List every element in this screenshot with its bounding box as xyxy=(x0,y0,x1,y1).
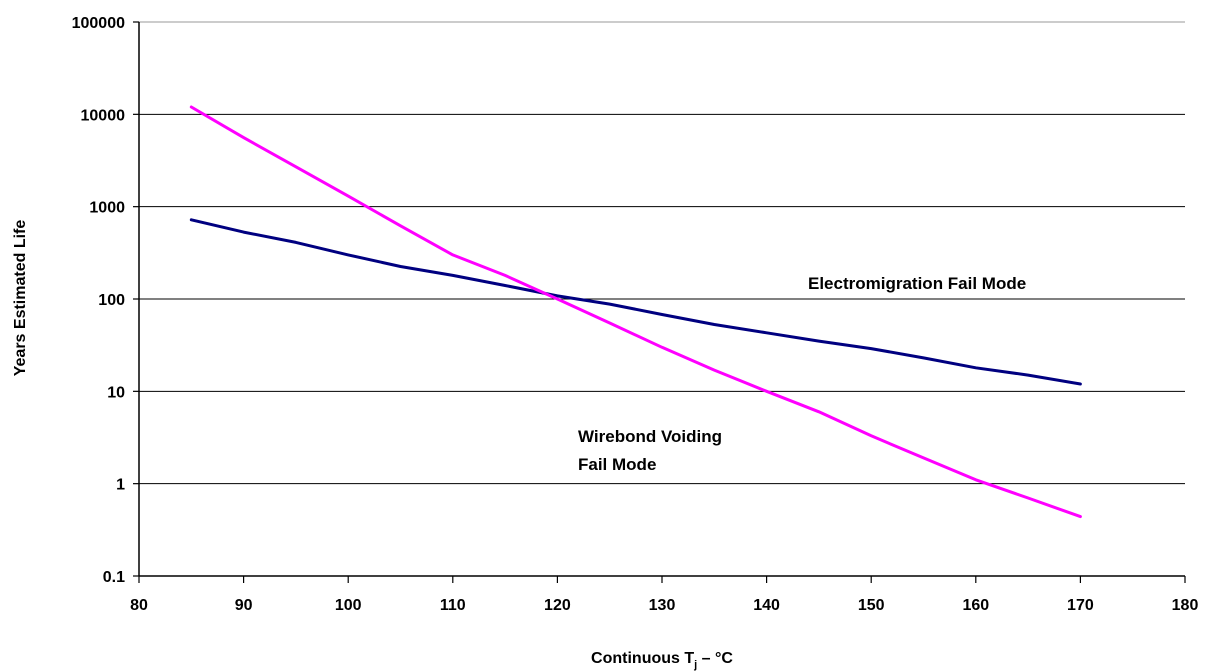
x-tick-label: 180 xyxy=(1172,597,1199,614)
electromigration-annotation: Electromigration Fail Mode xyxy=(808,274,1026,293)
x-tick-label: 130 xyxy=(649,597,676,614)
x-tick-label: 120 xyxy=(544,597,571,614)
y-tick-labels: 0.1 1 10 100 1000 10000 100000 xyxy=(72,15,125,586)
y-tick-label: 100 xyxy=(98,292,125,309)
x-tick-label: 80 xyxy=(130,597,148,614)
y-tick-label: 1 xyxy=(116,477,125,494)
x-tick-label: 150 xyxy=(858,597,885,614)
x-tick-label: 90 xyxy=(235,597,253,614)
wirebond-annotation-line2: Fail Mode xyxy=(578,455,656,474)
x-tick-labels: 80 90 100 110 120 130 140 150 160 170 180 xyxy=(130,597,1198,614)
y-tick-label: 1000 xyxy=(89,200,125,217)
y-tick-label: 100000 xyxy=(72,15,125,32)
series-lines xyxy=(189,105,1082,519)
x-tick-label: 140 xyxy=(753,597,780,614)
wirebond-annotation-line1: Wirebond Voiding xyxy=(578,427,722,446)
x-axis-title: Continuous Tj – °C xyxy=(591,650,733,671)
x-tick-label: 170 xyxy=(1067,597,1094,614)
grid-lines xyxy=(139,21,1185,485)
axes xyxy=(133,21,1186,583)
x-tick-label: 160 xyxy=(962,597,989,614)
x-tick-label: 100 xyxy=(335,597,362,614)
y-tick-label: 0.1 xyxy=(103,569,125,586)
y-tick-label: 10 xyxy=(107,384,125,401)
y-axis-title: Years Estimated Life xyxy=(12,220,29,377)
x-tick-label: 110 xyxy=(440,597,466,614)
series-line-wirebond xyxy=(189,105,1082,519)
y-tick-label: 10000 xyxy=(81,107,126,124)
series-line-electromigration xyxy=(189,218,1082,386)
